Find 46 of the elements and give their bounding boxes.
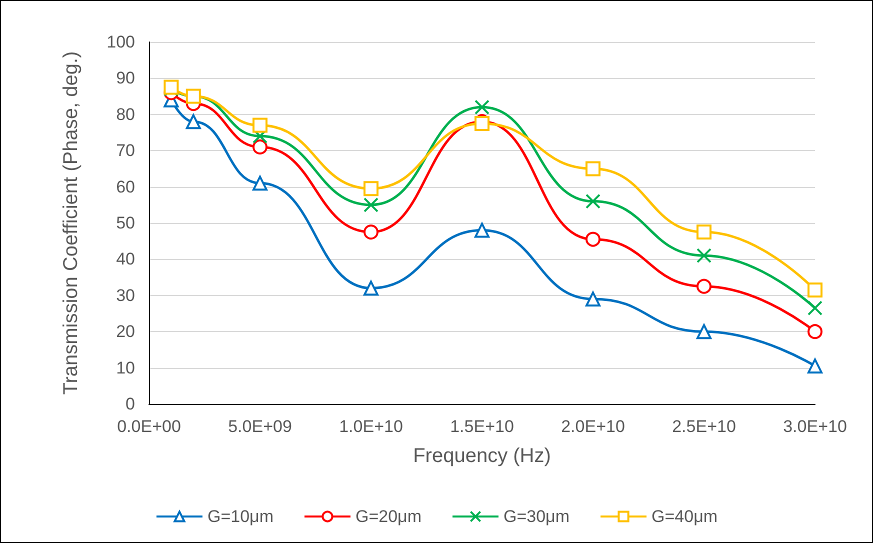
point: [252, 176, 268, 191]
point: [364, 197, 378, 212]
point: [696, 324, 712, 340]
point: [252, 139, 268, 154]
legend-label: G=30μm: [504, 507, 570, 526]
legend-label: G=20μm: [355, 507, 422, 526]
point: [586, 232, 600, 247]
y-tick-label: 50: [116, 214, 135, 232]
x-tick-label: 0.0E+00: [117, 417, 181, 436]
y-tick-label: 10: [116, 358, 135, 378]
point: [474, 222, 490, 238]
y-tick-label: 70: [116, 141, 135, 160]
y-tick-label: 80: [116, 104, 135, 124]
point: [696, 248, 712, 264]
legend-label: G=10μm: [207, 507, 274, 526]
x-tick-label: 1.0E+10: [339, 417, 403, 436]
point: [364, 280, 378, 296]
point: [186, 114, 201, 130]
point: [252, 118, 268, 133]
y-tick-label: 20: [116, 322, 135, 342]
point: [586, 161, 600, 176]
y-tick-label: 100: [106, 32, 135, 52]
point: [808, 300, 822, 316]
point: [696, 278, 712, 294]
x-tick-label: 3.0E+10: [783, 417, 847, 436]
y-tick-label: 0: [126, 394, 135, 414]
x-tick-label: 2.5E+10: [672, 417, 736, 436]
legend-label: G=40μm: [652, 507, 718, 526]
y-axis-title: Transmission Coefficient (Phase, deg.): [60, 51, 82, 395]
point: [696, 224, 712, 240]
y-tick-label: 90: [116, 68, 135, 88]
y-tick-label: 30: [116, 286, 135, 305]
y-tick-label: 40: [116, 250, 135, 269]
x-tick-label: 5.0E+09: [228, 417, 292, 436]
x-axis-title: Frequency (Hz): [413, 445, 551, 467]
y-tick-label: 60: [116, 177, 135, 196]
point: [808, 282, 822, 298]
point: [586, 292, 600, 307]
point: [808, 358, 822, 374]
x-tick-label: 2.0E+10: [561, 417, 625, 436]
point: [586, 194, 600, 209]
point: [364, 224, 378, 240]
point: [808, 324, 822, 340]
x-tick-label: 1.5E+10: [450, 417, 514, 436]
point: [474, 100, 490, 115]
point: [364, 181, 378, 196]
